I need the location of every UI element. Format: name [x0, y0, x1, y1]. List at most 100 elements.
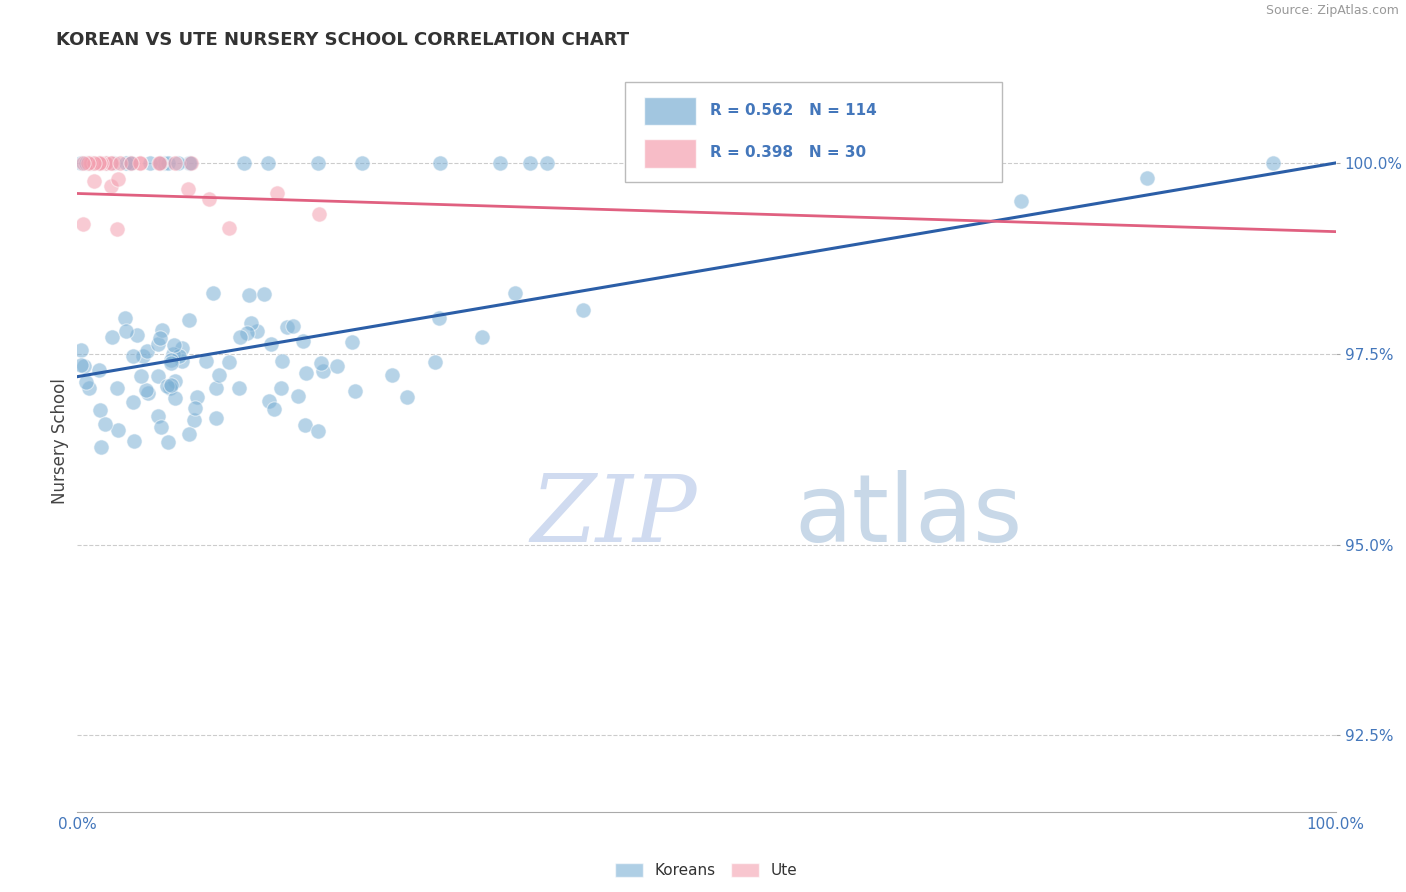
Point [257, 393, 280, 408]
Point [429, 310, 451, 325]
Point [165, 156, 187, 170]
Point [177, 426, 200, 441]
Point [80, 156, 103, 170]
Point [96, 156, 118, 170]
Point [326, 359, 349, 373]
Point [643, 156, 665, 170]
Point [429, 156, 451, 170]
Point [218, 354, 240, 368]
Point [79, 382, 101, 396]
Point [180, 156, 202, 170]
Point [208, 368, 231, 383]
Point [308, 207, 330, 221]
Point [76, 156, 98, 170]
Point [75, 156, 97, 170]
Point [470, 330, 492, 344]
Point [100, 178, 122, 193]
Point [122, 349, 145, 363]
Point [536, 156, 558, 170]
Point [135, 383, 157, 397]
Point [505, 285, 527, 300]
Point [205, 381, 228, 395]
Point [136, 386, 159, 401]
Point [139, 156, 162, 170]
Point [101, 156, 124, 170]
Text: Source: ZipAtlas.com: Source: ZipAtlas.com [1265, 4, 1399, 18]
Point [83, 174, 105, 188]
Point [312, 363, 335, 377]
Point [239, 316, 262, 330]
Point [107, 171, 129, 186]
Point [94, 156, 117, 170]
Point [159, 356, 181, 370]
Point [186, 390, 208, 404]
Point [129, 156, 152, 170]
Point [162, 347, 184, 361]
Point [87, 156, 110, 170]
Point [198, 192, 221, 206]
Point [1010, 194, 1032, 208]
Point [177, 181, 200, 195]
Point [70, 343, 93, 357]
Point [307, 156, 329, 170]
Point [90, 440, 112, 454]
Point [146, 409, 169, 423]
Point [83, 156, 105, 170]
Point [179, 156, 201, 170]
Point [89, 403, 111, 417]
Point [177, 313, 200, 327]
Point [194, 354, 217, 368]
Point [96, 156, 118, 170]
Point [87, 156, 110, 170]
Point [70, 358, 93, 372]
Point [129, 156, 152, 170]
Legend: Koreans, Ute: Koreans, Ute [616, 863, 797, 878]
Point [489, 156, 512, 170]
Point [115, 156, 138, 170]
Point [236, 326, 259, 340]
Point [72, 156, 94, 170]
Point [270, 353, 292, 368]
Point [118, 156, 141, 170]
Point [166, 156, 188, 170]
Point [160, 353, 183, 368]
Point [238, 288, 260, 302]
Point [159, 381, 181, 395]
Point [246, 324, 269, 338]
Text: ZIP: ZIP [530, 471, 697, 560]
Point [72, 359, 94, 373]
Point [80, 156, 103, 170]
Point [75, 376, 97, 390]
Point [101, 330, 124, 344]
Point [107, 423, 129, 437]
Point [519, 156, 541, 170]
Point [132, 349, 155, 363]
Bar [644, 139, 696, 168]
Point [233, 156, 256, 170]
Point [156, 379, 179, 393]
Point [120, 156, 142, 170]
Point [150, 420, 173, 434]
Point [257, 156, 280, 170]
Point [253, 286, 276, 301]
Point [108, 156, 131, 170]
Point [201, 286, 224, 301]
Point [157, 434, 180, 449]
Point [129, 368, 152, 383]
Point [172, 341, 194, 355]
Point [160, 377, 183, 392]
Text: R = 0.562   N = 114: R = 0.562 N = 114 [710, 103, 877, 118]
Point [572, 303, 595, 318]
Point [381, 368, 404, 382]
Point [344, 384, 367, 398]
Point [309, 356, 332, 370]
Point [100, 156, 122, 170]
Point [120, 156, 142, 170]
Point [122, 395, 145, 409]
Bar [644, 97, 696, 126]
Point [122, 434, 145, 448]
Point [170, 353, 193, 368]
Point [276, 320, 298, 334]
Point [77, 156, 100, 170]
Point [395, 390, 418, 404]
